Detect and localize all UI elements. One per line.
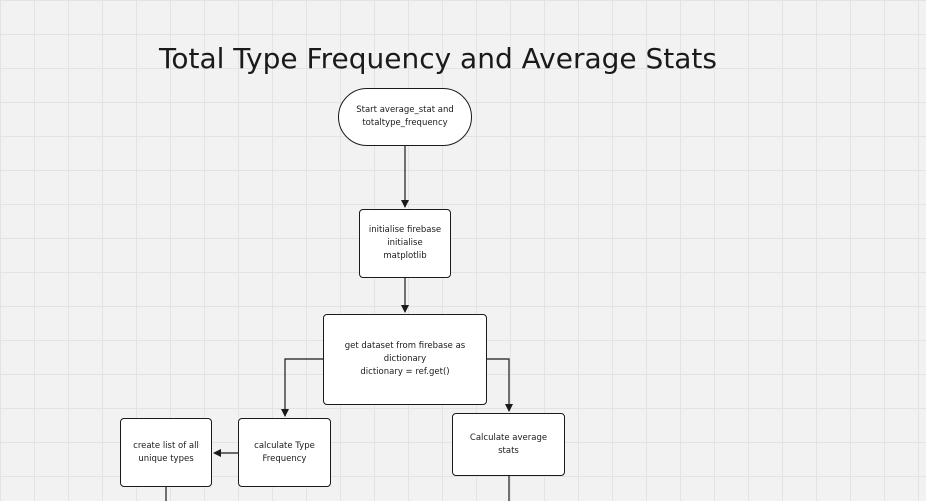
node-unique-types: create list of all unique types	[120, 418, 212, 487]
edge-get-dataset-to-avg-stats	[487, 358, 513, 412]
node-init-line-1: initialise firebase	[368, 225, 442, 236]
diagram-title: Total Type Frequency and Average Stats	[159, 42, 717, 75]
node-start: Start average_stat and totaltype_frequen…	[338, 88, 472, 146]
node-unique-types-line-2: unique types	[138, 453, 194, 464]
node-average-stats: Calculate average stats	[452, 413, 565, 476]
node-init: initialise firebase initialise matplotli…	[359, 209, 451, 278]
node-calc-type-frequency-line-1: calculate Type	[254, 440, 315, 451]
node-start-line-1: Start average_stat and	[356, 105, 454, 116]
node-start-line-2: totaltype_frequency	[362, 118, 448, 128]
node-get-dataset-line-1: get dataset from firebase as dictionary	[344, 341, 466, 365]
node-init-line-2: initialise matplotlib	[383, 238, 427, 261]
node-calc-type-frequency: calculate Type Frequency	[238, 418, 331, 487]
node-get-dataset: get dataset from firebase as dictionary …	[323, 314, 487, 405]
node-calc-type-frequency-line-2: Frequency	[262, 453, 307, 464]
node-unique-types-line-1: create list of all	[133, 440, 199, 451]
node-get-dataset-line-2: dictionary = ref.get()	[360, 366, 450, 377]
node-average-stats-line-1: Calculate average stats	[469, 432, 548, 456]
edge-get-dataset-to-calc-type-freq	[281, 358, 324, 417]
